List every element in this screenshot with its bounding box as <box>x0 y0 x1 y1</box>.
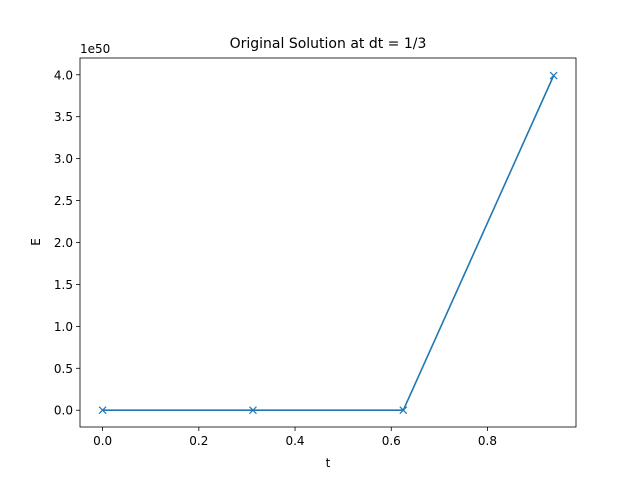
data-point-marker <box>549 71 558 80</box>
x-tick-label: 0.0 <box>93 434 112 448</box>
y-tick-label: 0.0 <box>54 404 73 418</box>
y-tick-label: 3.5 <box>54 110 73 124</box>
data-point-marker <box>98 406 107 415</box>
y-tick-label: 3.0 <box>54 152 73 166</box>
x-tick-label: 0.2 <box>189 434 208 448</box>
y-tick-label: 2.5 <box>54 194 73 208</box>
y-tick-label: 2.0 <box>54 236 73 250</box>
y-axis-label: E <box>29 238 43 246</box>
y-tick-label: 0.5 <box>54 362 73 376</box>
data-point-marker <box>249 406 257 415</box>
x-tick-label: 0.6 <box>382 434 401 448</box>
chart-title: Original Solution at dt = 1/3 <box>230 36 427 52</box>
x-tick-label: 0.4 <box>285 434 304 448</box>
y-axis-offset-label: 1e50 <box>80 42 110 56</box>
plot-area: 0.0 0.2 0.4 0.6 0.8 0.0 0.5 1.0 1.5 2.0 2.5 3.0 3.5 4… <box>54 57 577 448</box>
x-tick-label: 0.8 <box>478 434 497 448</box>
axes-frame <box>79 57 577 428</box>
y-tick-label: 1.0 <box>54 320 73 334</box>
series-line <box>102 75 555 412</box>
y-tick-label: 1.5 <box>54 278 73 292</box>
data-point-marker <box>399 406 408 415</box>
x-axis-label: t <box>326 456 331 470</box>
y-tick-label: 4.0 <box>54 68 73 82</box>
